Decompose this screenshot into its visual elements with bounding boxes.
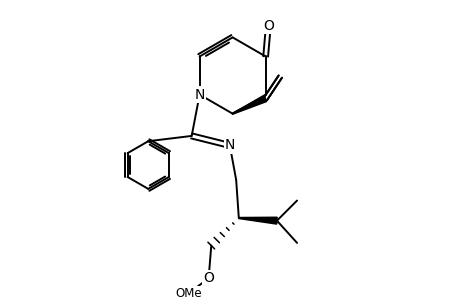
Text: N: N bbox=[224, 139, 235, 152]
Polygon shape bbox=[232, 96, 266, 114]
Text: OMe: OMe bbox=[175, 287, 202, 300]
Polygon shape bbox=[238, 217, 277, 224]
Text: O: O bbox=[203, 272, 213, 285]
Text: N: N bbox=[194, 88, 204, 102]
Text: O: O bbox=[262, 19, 273, 33]
